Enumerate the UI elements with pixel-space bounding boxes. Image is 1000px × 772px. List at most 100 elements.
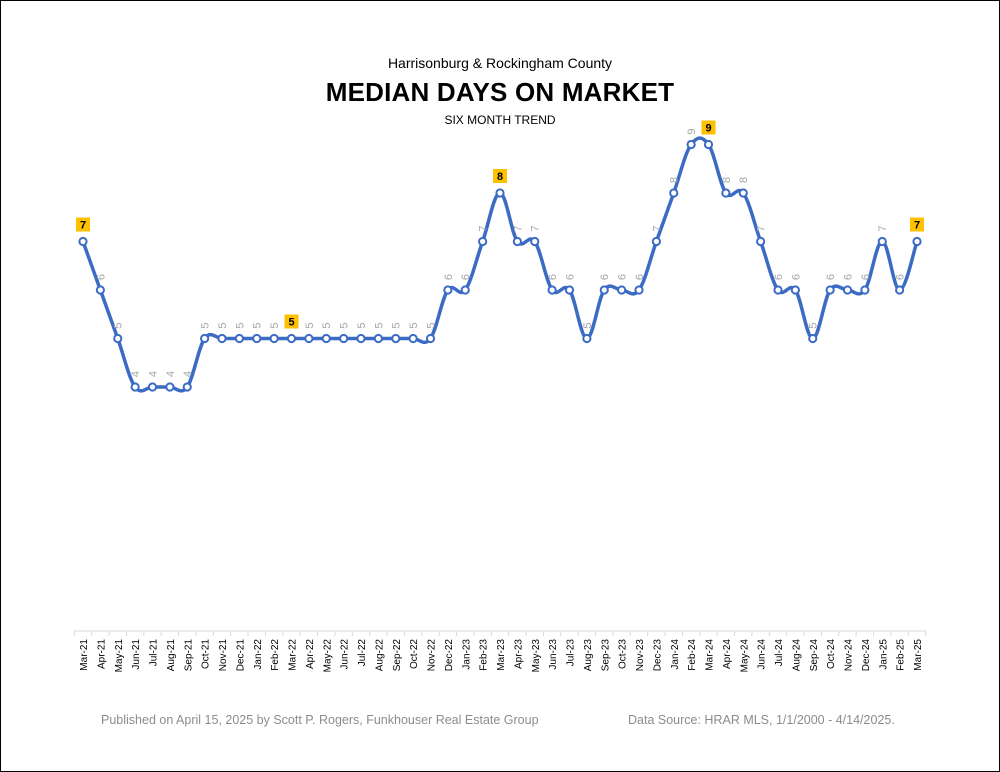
data-point <box>634 285 644 295</box>
data-point <box>703 139 714 150</box>
data-label: 5 <box>217 322 229 328</box>
data-point <box>321 333 331 344</box>
x-tick-label: Mar-25 <box>913 639 924 671</box>
x-tick-label: Aug-23 <box>583 639 594 672</box>
data-point <box>564 285 575 295</box>
x-tick-label: Nov-21 <box>218 639 229 672</box>
data-label: 6 <box>860 274 872 280</box>
x-tick-label: Sep-24 <box>809 639 820 672</box>
data-point <box>95 285 105 295</box>
data-label: 6 <box>895 274 907 280</box>
data-label: 8 <box>669 177 681 183</box>
x-tick-label: Sep-21 <box>183 639 194 672</box>
data-label: 5 <box>234 322 246 328</box>
data-label: 7 <box>756 225 768 231</box>
data-point <box>738 188 748 198</box>
data-point <box>478 236 488 247</box>
data-point <box>182 382 192 392</box>
data-point <box>530 236 540 247</box>
data-label: 5 <box>391 322 403 328</box>
data-point <box>147 382 158 392</box>
data-label: 7 <box>478 225 490 231</box>
data-label: 7 <box>80 220 86 232</box>
x-tick-label: Mar-21 <box>79 639 90 671</box>
data-point <box>234 333 244 344</box>
x-tick-label: Dec-24 <box>861 639 872 672</box>
data-point <box>582 333 592 344</box>
data-label: 5 <box>252 322 264 328</box>
data-point <box>460 285 470 295</box>
data-label: 5 <box>808 322 820 328</box>
data-point <box>165 382 175 392</box>
x-tick-label: Feb-22 <box>270 639 281 671</box>
x-tick-label: Jan-25 <box>878 639 889 670</box>
data-point <box>217 333 227 344</box>
data-point <box>651 236 661 247</box>
data-label: 4 <box>182 371 194 377</box>
data-point <box>686 139 696 150</box>
x-tick-label: Jul-22 <box>357 639 368 667</box>
chart-subtitle: Harrisonburg & Rockingham County <box>387 55 613 71</box>
data-label: 7 <box>530 225 542 231</box>
x-tick-label: May-21 <box>114 639 125 673</box>
x-tick-label: Aug-22 <box>374 639 385 672</box>
data-label: 4 <box>130 371 142 377</box>
data-label: 5 <box>269 322 281 328</box>
data-label: 5 <box>113 322 125 328</box>
data-point <box>78 236 88 247</box>
x-tick-label: Oct-23 <box>618 639 629 669</box>
x-tick-label: Mar-24 <box>705 639 716 671</box>
x-tick-label: Dec-22 <box>444 639 455 672</box>
data-point <box>373 333 383 344</box>
data-label: 6 <box>842 274 854 280</box>
data-label: 5 <box>321 322 333 328</box>
data-label: 5 <box>200 322 212 328</box>
data-label: 5 <box>356 322 368 328</box>
x-tick-label: Mar-23 <box>496 639 507 671</box>
data-label: 9 <box>705 123 711 135</box>
data-label: 5 <box>339 322 351 328</box>
data-point <box>304 333 314 344</box>
data-point <box>721 188 731 198</box>
x-tick-label: Feb-25 <box>896 639 907 671</box>
data-label: 6 <box>460 274 472 280</box>
data-point <box>200 333 210 344</box>
x-tick-label: Feb-23 <box>479 639 490 671</box>
data-point <box>443 285 453 295</box>
x-tick-label: Aug-24 <box>791 639 802 672</box>
x-tick-label: Mar-22 <box>288 639 299 671</box>
x-tick-label: Jul-23 <box>566 639 577 667</box>
chart-title: MEDIAN DAYS ON MARKET <box>325 77 675 107</box>
data-label: 7 <box>914 220 920 232</box>
x-tick-label: May-23 <box>531 639 542 673</box>
data-point <box>825 285 835 295</box>
data-point <box>252 333 262 344</box>
data-label: 7 <box>877 225 889 231</box>
data-point <box>408 333 418 344</box>
x-tick-label: Apr-21 <box>96 639 107 669</box>
x-tick-label: May-24 <box>739 639 750 673</box>
trend-label: SIX MONTH TREND <box>444 113 556 127</box>
data-label: 6 <box>564 274 576 280</box>
x-tick-label: Aug-21 <box>166 639 177 672</box>
data-label: 5 <box>408 322 420 328</box>
x-tick-label: Sep-23 <box>600 639 611 672</box>
data-label: 4 <box>147 371 159 377</box>
x-tick-label: Apr-22 <box>305 639 316 669</box>
data-label: 6 <box>773 274 785 280</box>
x-tick-label: Jul-21 <box>149 639 160 667</box>
published-note: Published on April 15, 2025 by Scott P. … <box>101 713 539 727</box>
x-tick-label: Oct-22 <box>409 639 420 669</box>
data-label: 6 <box>547 274 559 280</box>
x-tick-label: Nov-22 <box>427 639 438 672</box>
data-label: 7 <box>512 225 524 231</box>
data-label: 4 <box>165 371 177 377</box>
data-label: 7 <box>651 225 663 231</box>
data-label: 5 <box>425 322 437 328</box>
x-tick-label: Jan-24 <box>670 639 681 670</box>
data-label: 8 <box>721 177 733 183</box>
highlight-label-box <box>284 314 299 329</box>
data-label: 6 <box>825 274 837 280</box>
data-point <box>877 236 887 247</box>
